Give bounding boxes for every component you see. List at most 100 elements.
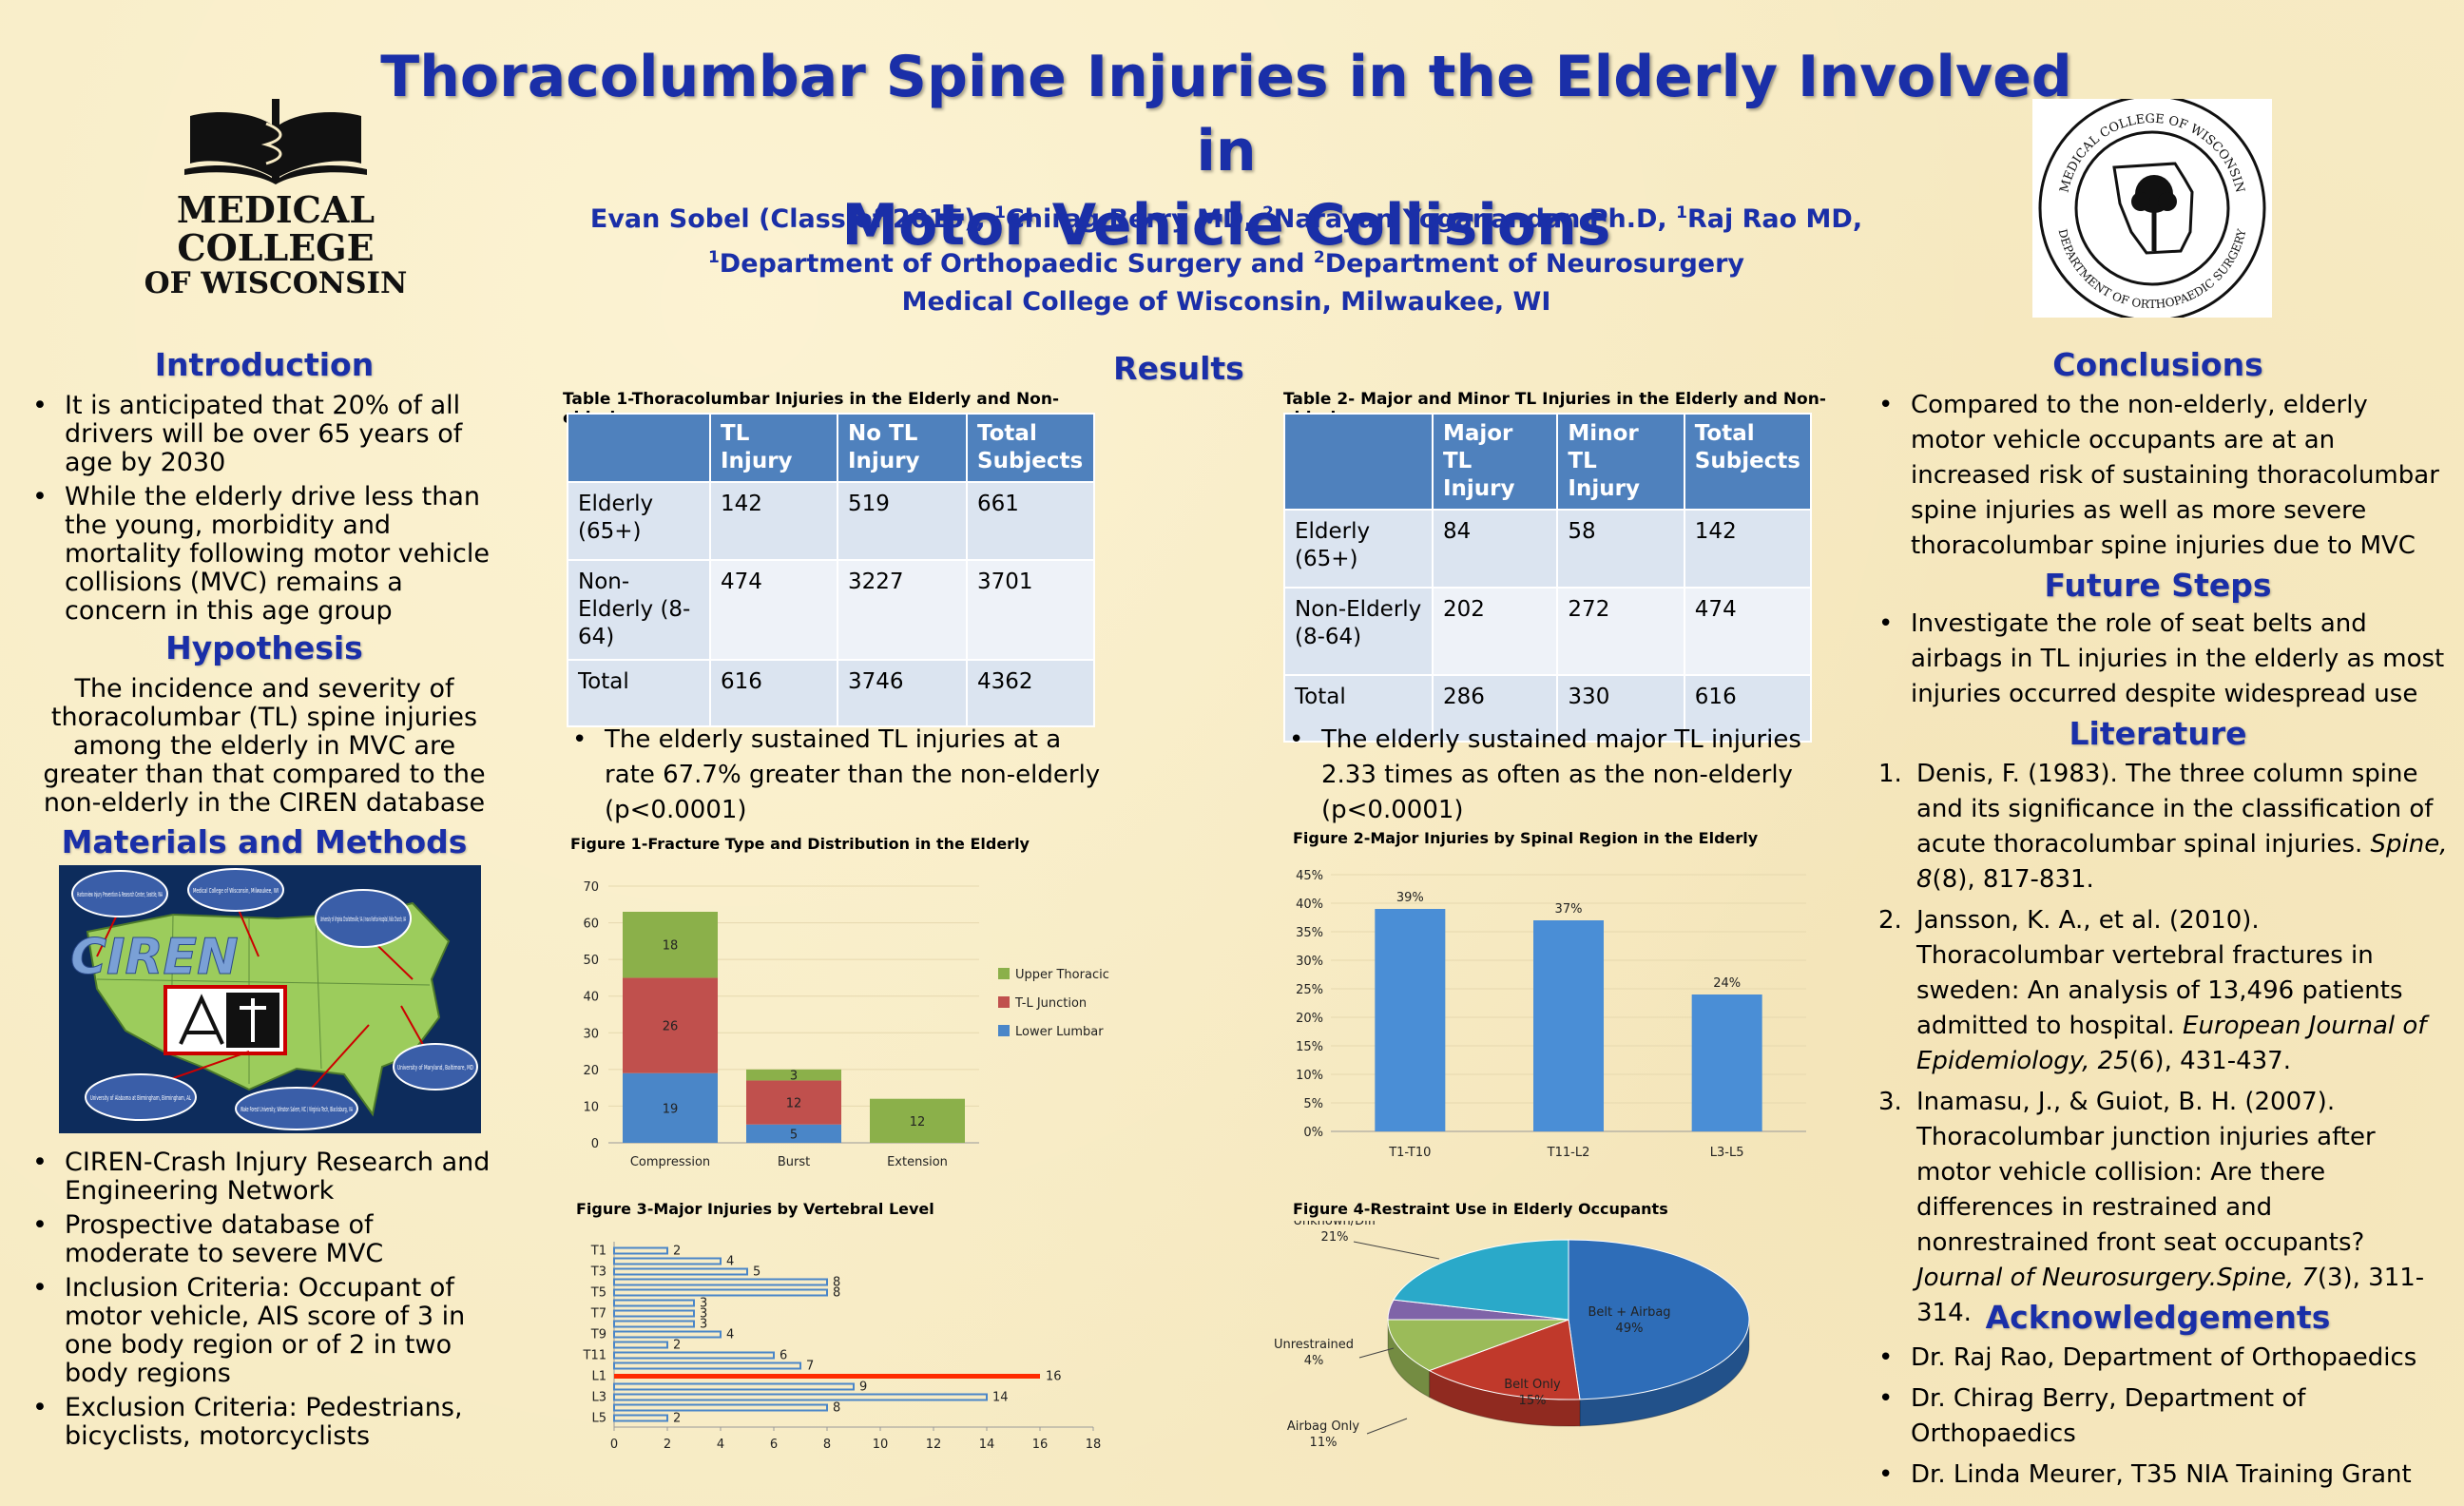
data-label: 16 (1046, 1370, 1062, 1384)
x-tick-label: Compression (630, 1155, 710, 1169)
data-label: 37% (1555, 902, 1583, 917)
table-cell: 58 (1556, 509, 1685, 589)
y-tick-label: 40% (1296, 898, 1323, 912)
table-cell: Elderly (65+) (1283, 509, 1434, 589)
bar-segment (623, 912, 718, 978)
conclusions-heading: Conclusions (2052, 346, 2263, 383)
y-tick-label: 10 (583, 1100, 599, 1114)
conclusion-bullet: Compared to the non-elderly, elderly mot… (1875, 388, 2445, 564)
data-label: 6 (780, 1349, 787, 1363)
slice-value-label: 21% (1321, 1230, 1349, 1245)
author-1: Evan Sobel (Class of 2015), (589, 204, 995, 234)
methods-list: CIREN-Crash Injury Research and Engineer… (29, 1149, 504, 1457)
fig1-chart: 0 10 20 30 40 50 60 70 19 26 18 Compression 5 12 3 Burs… (583, 880, 1108, 1169)
table-cell: 3227 (837, 559, 968, 661)
y-tick-label: 45% (1296, 869, 1323, 883)
acknowledgement-bullet: Dr. Raj Rao, Department of Orthopaedics (1875, 1341, 2445, 1376)
future-steps-list: Investigate the role of seat belts and a… (1875, 607, 2445, 718)
logo-left-line3: OF WISCONSIN (144, 266, 408, 300)
bar (613, 1330, 722, 1339)
fig4-chart: Belt + Airbag 49% Belt Only 15% Airbag Only 1… (1274, 1221, 1750, 1450)
y-tick-label: 25% (1296, 983, 1323, 997)
bar (613, 1414, 668, 1422)
y-tick-label: 0% (1303, 1126, 1323, 1140)
y-tick-label: 50 (583, 954, 599, 968)
title-line-1: Thoracolumbar Spine Injuries in the Elde… (380, 44, 2072, 184)
data-label: 5 (753, 1265, 760, 1280)
table1-note: The elderly sustained TL injuries at a r… (568, 723, 1101, 834)
x-tick-label: Extension (887, 1155, 948, 1169)
leader-line (1366, 1418, 1408, 1435)
data-label: 4 (726, 1328, 734, 1342)
table-cell: 84 (1431, 509, 1559, 589)
y-tick-label: 30 (583, 1027, 599, 1041)
y-tick-label: 30% (1296, 955, 1323, 969)
acknowledgement-bullet: Dr. Chirag Berry, Department of Orthopae… (1875, 1381, 2445, 1452)
data-label: 2 (673, 1412, 681, 1426)
fig4-caption: Figure 4-Restraint Use in Elderly Occupa… (1293, 1200, 1668, 1218)
author-line: Evan Sobel (Class of 2015), 1Chirag Berr… (494, 194, 1958, 239)
logo-left-line1: MEDICAL (176, 188, 375, 231)
methods-heading: Materials and Methods (61, 823, 468, 860)
bar-segment (623, 977, 718, 1073)
authors-block: Evan Sobel (Class of 2015), 1Chirag Berr… (494, 194, 1958, 321)
logo-right: MEDICAL COLLEGE OF WISCONSIN DEPARTMENT … (2032, 94, 2272, 322)
legend-label: Lower Lumbar (1015, 1025, 1104, 1039)
map-site-seattle: Harborview Injury Prevention & Research … (77, 891, 163, 898)
y-tick-label: 15% (1296, 1040, 1323, 1054)
legend-swatch (998, 968, 1010, 979)
x-tick-label: 4 (717, 1438, 724, 1452)
reference-item: 2. Jansson, K. A., et al. (2010). Thoraco… (1878, 903, 2449, 1079)
table-header-cell: No TL Injury (837, 413, 968, 483)
y-tick-label: 70 (583, 880, 599, 895)
y-tick-label: 60 (583, 917, 599, 932)
bar (1691, 994, 1762, 1131)
table2-note-bullet: The elderly sustained major TL injuries … (1285, 723, 1818, 828)
reference-text: Inamasu, J., & Guiot, B. H. (2007). Thor… (1916, 1088, 2376, 1257)
methods-bullet: CIREN-Crash Injury Research and Engineer… (29, 1149, 504, 1206)
table-cell: Total (567, 659, 711, 727)
data-label: 4 (726, 1255, 734, 1269)
bar-segment (746, 1080, 841, 1125)
bar-segment (870, 1098, 965, 1143)
bar (613, 1278, 828, 1286)
table-cell: Non-Elderly (8-64) (1283, 587, 1434, 676)
legend-label: T-L Junction (1014, 996, 1087, 1011)
pie-slice (1568, 1239, 1750, 1400)
pie-slice (1387, 1319, 1569, 1372)
table-cell: 142 (709, 481, 838, 561)
methods-bullet: Exclusion Criteria: Pedestrians, bicycli… (29, 1394, 504, 1451)
data-label: 5 (790, 1128, 798, 1142)
hypothesis-heading: Hypothesis (165, 629, 363, 666)
leader-line (1353, 1241, 1440, 1260)
us-map-icon: CIREN Harborview Injury Prevention & Res… (70, 868, 478, 1130)
introduction-list: It is anticipated that 20% of all driver… (29, 392, 504, 631)
slice-value-label: 15% (1519, 1394, 1547, 1408)
data-label: 8 (833, 1286, 840, 1301)
bar-highlight (614, 1374, 1040, 1379)
x-tick-label: T1-T10 (1388, 1146, 1431, 1160)
pie-rim-shade (1579, 1320, 1749, 1426)
data-label: 9 (859, 1380, 867, 1395)
institution-line: Medical College of Wisconsin, Milwaukee,… (901, 287, 1551, 317)
department-1: Department of Orthopaedic Surgery and (719, 249, 1314, 279)
bar (613, 1351, 775, 1360)
reference-journal: European Journal of Epidemiology, 25 (1916, 1012, 2427, 1075)
table-cell: 272 (1556, 587, 1685, 676)
methods-bullet: Prospective database of moderate to seve… (29, 1211, 504, 1268)
y-tick-label: T11 (583, 1349, 606, 1363)
reference-item: 1. Denis, F. (1983). The three column spi… (1878, 757, 2449, 898)
y-tick-label: 20 (583, 1064, 599, 1078)
data-label: 26 (663, 1020, 679, 1034)
data-label: 8 (833, 1276, 840, 1290)
table-header-cell: Minor TL Injury (1556, 413, 1685, 511)
data-label: 8 (833, 1401, 840, 1416)
fig1-caption: Figure 1-Fracture Type and Distribution … (570, 835, 1030, 853)
results-heading: Results (1113, 350, 1244, 387)
y-tick-label: L3 (591, 1391, 606, 1405)
bar (613, 1299, 695, 1307)
map-site-maryland: University of Maryland, Baltimore, MD (397, 1064, 473, 1072)
table-cell: 202 (1431, 587, 1559, 676)
x-tick-label: 18 (1086, 1438, 1102, 1452)
fig2-chart: 0% 5% 10% 15% 20% 25% 30% 35% 40% 45% 39% T1-T10 37%… (1296, 869, 1806, 1160)
